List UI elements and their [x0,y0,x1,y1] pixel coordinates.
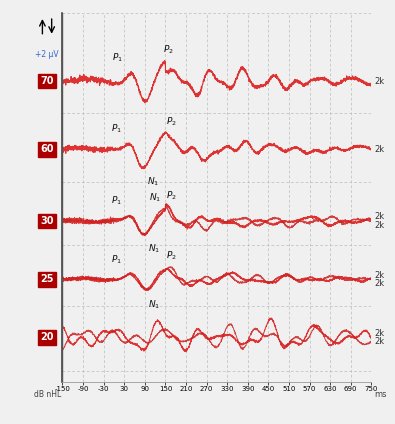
Text: 2k: 2k [374,212,384,221]
Text: 2k: 2k [374,76,384,86]
Text: 2k: 2k [374,220,384,230]
Text: $P_1$: $P_1$ [111,195,122,207]
Text: 60: 60 [40,144,54,154]
Text: $N_1$: $N_1$ [148,242,160,254]
Text: ms: ms [374,390,387,399]
Text: $P_2$: $P_2$ [163,43,174,56]
Text: $N_1$: $N_1$ [149,191,161,204]
Text: $P_1$: $P_1$ [111,254,122,266]
Text: $P_2$: $P_2$ [166,190,177,202]
Text: +2 µV: +2 µV [35,50,59,59]
Text: $P_1$: $P_1$ [111,122,122,134]
Text: 25: 25 [40,274,54,284]
Text: $N_1$: $N_1$ [147,175,159,187]
Text: 2k: 2k [374,271,384,279]
Text: 30: 30 [40,216,54,226]
Text: $P_1$: $P_1$ [112,52,123,64]
Text: 70: 70 [40,76,54,86]
Text: dB nHL: dB nHL [34,390,61,399]
Text: $N_1$: $N_1$ [148,298,160,310]
Text: 2k: 2k [374,329,384,338]
Text: 2k: 2k [374,279,384,288]
Text: 2k: 2k [374,337,384,346]
Text: $P_2$: $P_2$ [166,250,177,262]
Text: $P_2$: $P_2$ [166,115,177,128]
Text: 20: 20 [40,332,54,342]
Text: 2k: 2k [374,145,384,154]
